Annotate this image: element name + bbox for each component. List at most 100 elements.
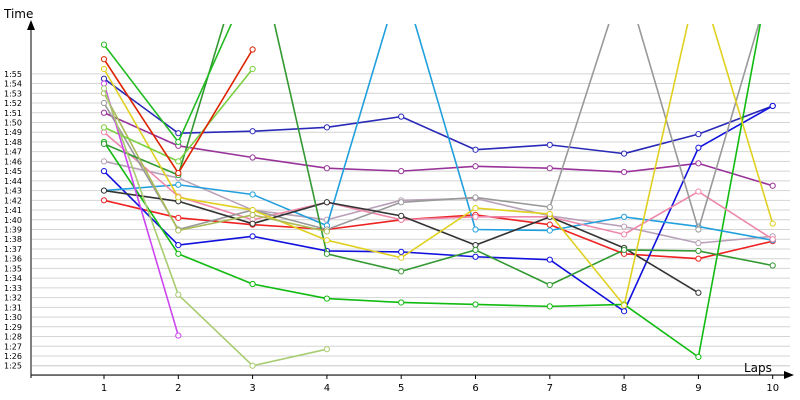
series-line	[103, 83, 180, 336]
data-point	[546, 204, 553, 211]
x-tick-label: 4	[324, 383, 330, 394]
data-point	[621, 169, 628, 176]
data-point	[695, 131, 702, 138]
y-tick-label: 1:30	[4, 313, 22, 322]
data-point	[546, 141, 553, 148]
y-tick-label: 1:47	[4, 148, 22, 157]
data-point	[472, 253, 479, 260]
y-tick-label: 1:55	[4, 70, 22, 79]
y-tick-label: 1:48	[4, 138, 22, 147]
data-point	[769, 262, 776, 269]
data-point	[100, 124, 108, 131]
data-point	[621, 213, 628, 220]
data-point	[398, 199, 405, 206]
x-tick-label: 10	[766, 383, 779, 394]
y-tick-label: 1:54	[4, 80, 22, 89]
x-tick-label: 8	[621, 383, 627, 394]
data-point	[621, 302, 628, 309]
data-point	[695, 144, 702, 151]
series-line	[103, 88, 328, 367]
x-tick-label: 5	[398, 383, 404, 394]
data-point	[398, 212, 405, 219]
y-axis-title: Time	[3, 7, 33, 21]
x-axis-arrow	[784, 371, 794, 379]
data-point	[100, 158, 108, 165]
data-point	[323, 124, 330, 131]
series-line	[103, 24, 233, 143]
series-12	[100, 24, 776, 309]
y-tick-label: 1:25	[4, 362, 22, 371]
y-tick-label: 1:52	[4, 99, 22, 108]
data-point	[546, 281, 553, 289]
axes: Time Laps	[3, 7, 794, 379]
data-point	[472, 205, 479, 212]
data-point	[175, 130, 182, 137]
y-tick-label: 1:41	[4, 206, 22, 215]
series-line	[103, 24, 773, 241]
data-point	[323, 228, 330, 235]
data-point	[100, 99, 108, 107]
data-point	[621, 223, 628, 230]
data-point	[100, 56, 108, 63]
data-point	[249, 211, 256, 219]
data-point	[249, 191, 256, 198]
data-point	[546, 165, 553, 172]
series-line	[103, 24, 773, 286]
series-10	[100, 187, 702, 296]
series	[100, 24, 776, 369]
data-point	[398, 168, 405, 175]
x-tick-labels: 1 2 3 4 5 6 7 8 9 10	[101, 375, 779, 394]
data-point	[323, 346, 330, 353]
series-14	[100, 24, 233, 146]
data-point	[175, 332, 182, 339]
data-point	[249, 220, 256, 227]
x-tick-label: 6	[472, 383, 478, 394]
series-line	[103, 24, 774, 307]
y-tick-labels: 1:251:261:271:281:291:301:311:321:331:34…	[4, 70, 22, 371]
data-point	[323, 199, 330, 206]
series-16	[100, 46, 256, 177]
data-point	[546, 303, 553, 310]
data-point	[695, 240, 702, 247]
series-6	[100, 24, 762, 361]
y-tick-label: 1:49	[4, 128, 22, 137]
data-point	[695, 353, 702, 361]
data-point	[175, 194, 182, 201]
y-tick-label: 1:40	[4, 216, 22, 225]
data-point	[472, 146, 479, 153]
data-point	[472, 194, 479, 201]
y-tick-label: 1:37	[4, 245, 22, 254]
data-point	[249, 362, 256, 369]
data-point	[249, 233, 256, 240]
series-15	[100, 65, 256, 165]
data-point	[695, 188, 702, 195]
x-tick-label: 2	[175, 383, 181, 394]
data-point	[769, 220, 776, 227]
series-line	[103, 131, 774, 240]
data-point	[100, 109, 108, 116]
data-point	[472, 163, 479, 170]
series-13	[100, 90, 330, 235]
y-tick-label: 1:33	[4, 284, 22, 293]
data-point	[100, 85, 108, 92]
y-tick-label: 1:39	[4, 226, 22, 235]
data-point	[175, 250, 182, 257]
data-point	[695, 289, 702, 296]
y-tick-label: 1:27	[4, 342, 22, 351]
data-point	[769, 102, 776, 110]
series-11	[100, 24, 776, 289]
y-tick-label: 1:28	[4, 333, 22, 342]
y-tick-label: 1:26	[4, 352, 22, 361]
y-tick-label: 1:50	[4, 118, 22, 127]
data-point	[546, 210, 553, 218]
data-point	[695, 247, 702, 255]
data-point	[546, 221, 553, 228]
y-tick-label: 1:46	[4, 157, 22, 166]
series-line	[103, 189, 699, 294]
data-point	[769, 236, 776, 243]
data-point	[175, 158, 182, 165]
y-tick-label: 1:42	[4, 196, 22, 205]
data-point	[472, 301, 479, 308]
data-point	[175, 181, 182, 188]
